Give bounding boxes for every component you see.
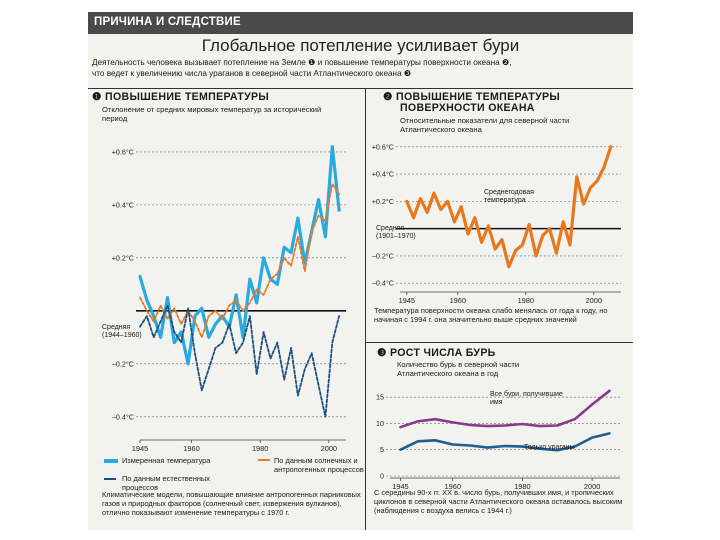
legend-combined: По данным солнечных и антропогенных проц… bbox=[274, 456, 364, 474]
y-tick-label: –0.4°C bbox=[112, 412, 134, 421]
intro-text: Деятельность человека вызывает потеплени… bbox=[92, 58, 632, 79]
y-tick-label: +0.4°C bbox=[112, 200, 134, 209]
panel2-chart: +0.6°C +0.4°C +0.2°C –0.2°C –0.4°C 1945 1960 19… bbox=[372, 142, 621, 304]
panel1-chart: +0.6°C +0.4°C +0.2°C –0.2°C –0.4°C 1945 1960 19… bbox=[112, 145, 346, 453]
y-tick-label: +0.2°C bbox=[372, 197, 394, 206]
rule-column bbox=[365, 88, 366, 530]
x-tick-label: 1960 bbox=[445, 482, 461, 491]
x-tick-label: 1945 bbox=[392, 482, 408, 491]
section-label: ПРИЧИНА И СЛЕДСТВИЕ bbox=[94, 16, 241, 28]
panel2-subtitle: Относительные показатели для северной ча… bbox=[400, 116, 570, 135]
intro-line-1: Деятельность человека вызывает потеплени… bbox=[92, 58, 512, 67]
panel2-title-line2: ПОВЕРХНОСТИ ОКЕАНА bbox=[400, 102, 535, 114]
legend-natural: По данным естественных процессов bbox=[122, 474, 210, 492]
series-line-combined bbox=[139, 182, 341, 339]
legend-swatch-natural bbox=[104, 478, 116, 480]
x-tick-label: 1960 bbox=[450, 296, 466, 304]
y-tick-label: 10 bbox=[376, 419, 384, 428]
panel3-chart: 15 10 5 0 1945 1960 1980 2000 bbox=[376, 389, 620, 491]
panel1-note: Климатические модели, повышающие влияние… bbox=[102, 490, 361, 517]
x-tick-label: 1960 bbox=[183, 444, 199, 453]
infographic-title: Глобальное потепление усиливает бури bbox=[201, 36, 520, 55]
x-tick-label: 2000 bbox=[321, 444, 337, 453]
panel3-label-all: Все бури, получившие имя bbox=[490, 391, 563, 407]
legend-swatch-measured bbox=[104, 459, 118, 463]
y-tick-label: 15 bbox=[376, 393, 384, 402]
series-line-sst bbox=[405, 145, 613, 269]
panel2-annotation: Среднегодовая температура bbox=[484, 189, 534, 205]
panel3-note: С середины 90-х гг. XX в. число бурь, по… bbox=[374, 488, 623, 515]
panel3-subtitle: Количество бурь в северной части Атланти… bbox=[397, 360, 520, 379]
x-tick-label: 2000 bbox=[586, 296, 602, 304]
series-line-hurricanes bbox=[399, 432, 611, 452]
panel1-title: ❶ ПОВЫШЕНИЕ ТЕМПЕРАТУРЫ bbox=[92, 91, 269, 103]
x-tick-label: 2000 bbox=[584, 482, 600, 491]
infographic-sheet: ПРИЧИНА И СЛЕДСТВИЕ Глобальное потеплени… bbox=[88, 12, 633, 530]
series-line-all-storms bbox=[399, 389, 611, 429]
rule-right-split bbox=[365, 342, 633, 343]
x-tick-label: 1945 bbox=[132, 444, 148, 453]
y-tick-label: 5 bbox=[380, 445, 384, 454]
y-tick-label: –0.2°C bbox=[112, 359, 134, 368]
series-line-natural bbox=[139, 304, 341, 418]
x-tick-label: 1980 bbox=[518, 296, 534, 304]
legend-swatch-combined bbox=[258, 459, 270, 461]
x-tick-label: 1980 bbox=[514, 482, 530, 491]
panel2-note: Температура поверхности океана слабо мен… bbox=[374, 306, 608, 324]
y-tick-label: +0.2°C bbox=[112, 253, 134, 262]
y-tick-label: –0.2°C bbox=[372, 251, 394, 260]
y-tick-label: 0 bbox=[380, 472, 384, 481]
legend-measured: Измеренная температура bbox=[122, 456, 211, 465]
panel1-baseline-label: Средняя (1944–1960) bbox=[102, 324, 142, 340]
panel2-baseline-label: Средняя (1901–1970) bbox=[376, 225, 416, 241]
x-tick-label: 1980 bbox=[252, 444, 268, 453]
panel3-title: ❸ РОСТ ЧИСЛА БУРЬ bbox=[377, 347, 496, 359]
series-line-measured bbox=[138, 145, 341, 366]
panel3-label-hurricanes: Только ураганы bbox=[524, 444, 575, 451]
y-tick-label: +0.4°C bbox=[372, 170, 394, 179]
y-tick-label: +0.6°C bbox=[112, 147, 134, 156]
section-bar: ПРИЧИНА И СЛЕДСТВИЕ bbox=[88, 12, 633, 34]
y-tick-label: –0.4°C bbox=[372, 279, 394, 288]
rule-top bbox=[88, 88, 633, 89]
y-tick-label: +0.6°C bbox=[372, 142, 394, 151]
x-tick-label: 1945 bbox=[399, 296, 415, 304]
panel2-title-line1: ❷ ПОВЫШЕНИЕ ТЕМПЕРАТУРЫ bbox=[383, 91, 560, 103]
panel1-subtitle: Отклонение от средних мировых температур… bbox=[102, 105, 322, 124]
intro-line-2: что ведет к увеличению числа ураганов в … bbox=[92, 68, 412, 78]
